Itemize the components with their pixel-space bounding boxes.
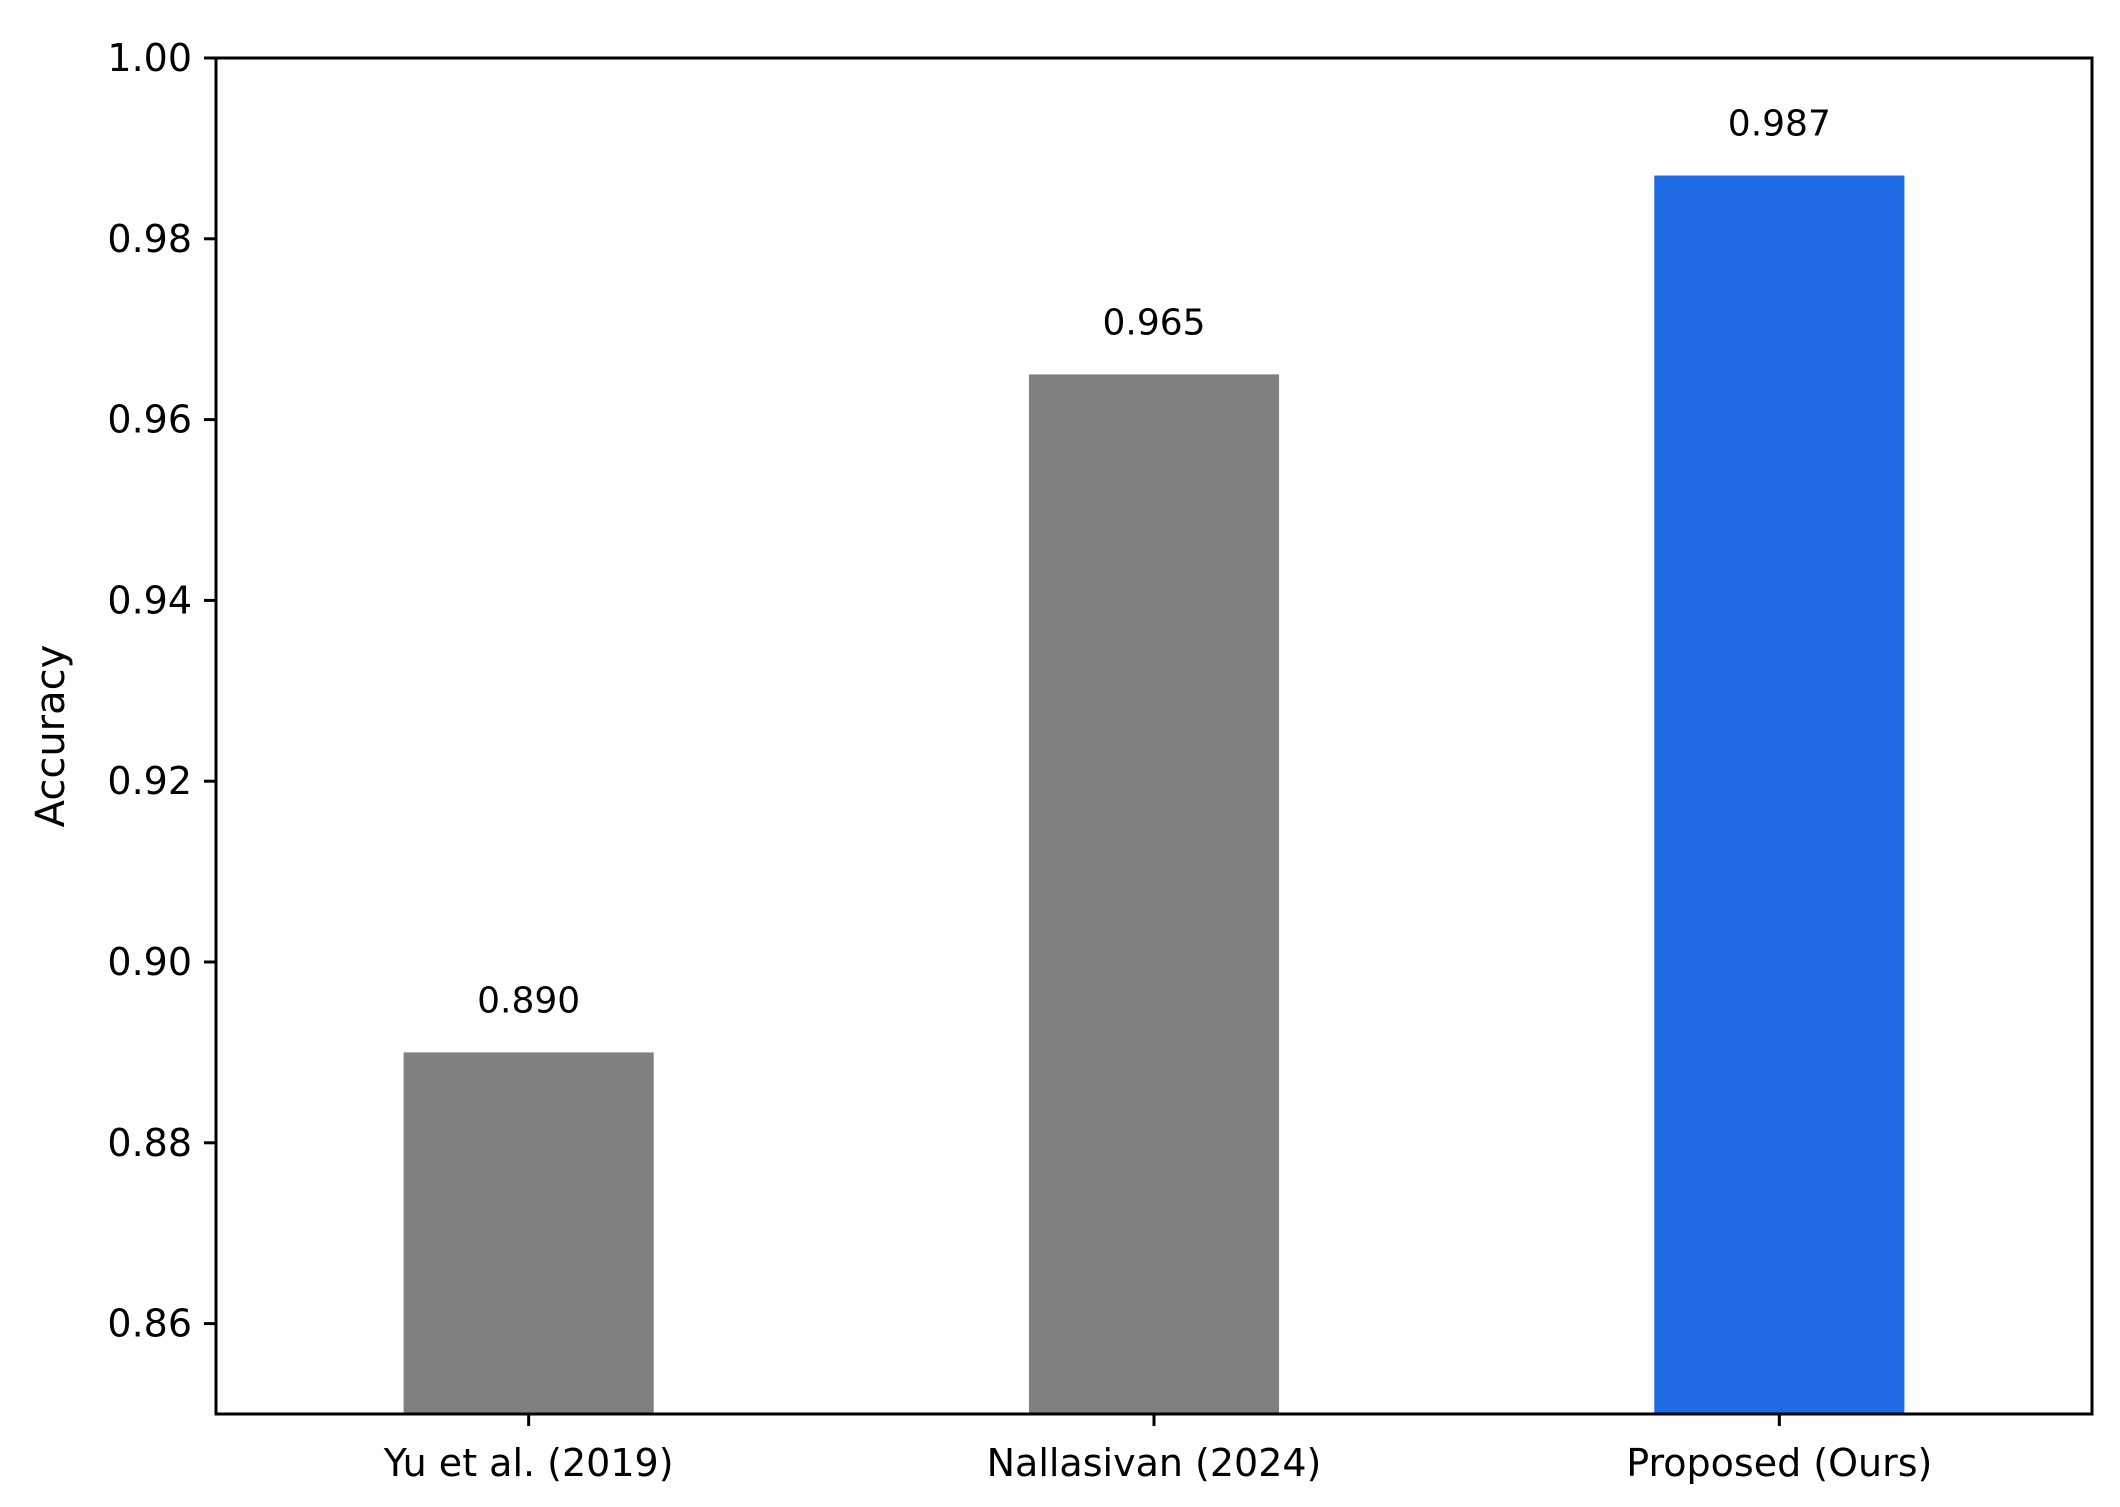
bar-value-label-0: 0.890 <box>477 980 580 1021</box>
x-axis: Yu et al. (2019) Nallasivan (2024) Propose… <box>383 1414 1932 1485</box>
value-labels-layer: 0.890 0.965 0.987 <box>477 104 1831 1022</box>
y-tick-label-1: 0.88 <box>107 1121 192 1165</box>
bar-0 <box>403 1052 654 1414</box>
plot-frame <box>214 56 2094 1416</box>
y-tick-label-4: 0.94 <box>107 578 192 622</box>
bars-layer <box>403 175 1905 1414</box>
bar-value-label-2: 0.987 <box>1728 104 1831 145</box>
x-tick-label-1: Nallasivan (2024) <box>987 1441 1322 1485</box>
x-tick-label-0: Yu et al. (2019) <box>383 1441 674 1485</box>
y-tick-label-5: 0.96 <box>107 398 192 442</box>
y-tick-label-2: 0.90 <box>107 940 192 984</box>
y-tick-label-7: 1.00 <box>107 36 192 80</box>
y-tick-label-0: 0.86 <box>107 1302 192 1346</box>
bar-1 <box>1028 374 1280 1414</box>
y-axis-label: Accuracy <box>28 645 74 828</box>
bar-value-label-1: 0.965 <box>1102 302 1205 343</box>
y-tick-label-6: 0.98 <box>107 217 192 261</box>
y-tick-label-3: 0.92 <box>107 759 192 803</box>
y-axis: 0.86 0.88 0.90 0.92 0.94 0.96 0.98 1.00 <box>107 36 216 1346</box>
x-tick-label-2: Proposed (Ours) <box>1626 1441 1932 1485</box>
bar-2 <box>1654 175 1905 1414</box>
